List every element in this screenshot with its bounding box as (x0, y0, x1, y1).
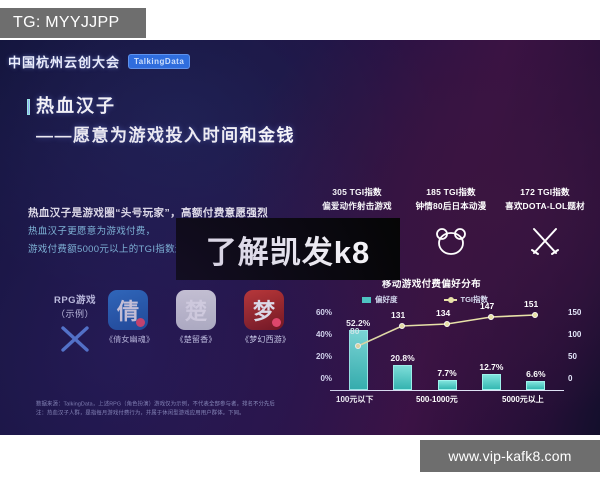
tgi-stat-card-2: 185 TGI指数 钟情80后日本动漫 (404, 186, 498, 258)
body-sub-text-2: 游戏付费额5000元以上的TGI指数达到151. (28, 244, 215, 255)
bar[interactable] (348, 330, 368, 390)
tgi-stat-desc: 钟情80后日本动漫 (415, 201, 487, 211)
title-accent-bar (27, 99, 30, 115)
body-paragraph-block: 热血汉子是游戏圈“头号玩家”，高额付费意愿强烈 热血汉子更愿意为游戏付费， 游戏… (28, 206, 318, 257)
bar-value-label: 6.6% (526, 369, 546, 379)
bar-column[interactable]: 52.2% (336, 312, 380, 390)
bar-value-label: 52.2% (346, 318, 371, 328)
title-line-2: ——愿意为游戏投入时间和金钱 (36, 126, 295, 145)
presentation-slide: 中国杭州云创大会 TalkingData 热血汉子 ——愿意为游戏投入时间和金钱… (0, 40, 600, 435)
legend-label: TGI指数 (460, 295, 489, 304)
legend-label: 偏好度 (375, 295, 398, 304)
bar-value-label: 20.8% (390, 353, 415, 363)
chart-bars: 52.2% 20.8% 7.7% 12.7% 6.6% (336, 312, 558, 390)
x-tick-label: 5000元以上 (502, 395, 544, 404)
bar-value-label: 12.7% (479, 362, 504, 372)
x-tick-label: 500-1000元 (416, 395, 458, 404)
talkingdata-logo-badge: TalkingData (128, 54, 191, 69)
slide-title-block: 热血汉子 ——愿意为游戏投入时间和金钱 (27, 96, 295, 146)
x-tick-label: 100元以下 (336, 395, 374, 404)
app-icon-qiannv[interactable]: 倩 (108, 290, 148, 330)
y2-tick: 150 (568, 308, 582, 317)
bar-column[interactable]: 6.6% (514, 312, 558, 390)
y2-tick: 50 (568, 352, 577, 361)
center-watermark: 了解凯发k8 (176, 218, 400, 280)
app-name: 《楚留香》 (175, 335, 217, 344)
app-name: 《梦幻西游》 (241, 335, 291, 344)
tgi-stat-value: 305 TGI指数 (332, 187, 382, 197)
app-name: 《倩女幽魂》 (105, 335, 155, 344)
app-badge-dot (272, 318, 281, 327)
y-tick: 20% (315, 352, 332, 361)
footnote-line-1: 数据来源：TalkingData，上述RPG（角色扮演）游戏仅为示例，不代表全部… (36, 401, 275, 408)
app-icon-chuliuxiang[interactable]: 楚 (176, 290, 216, 330)
chart-tgi-line (354, 312, 538, 350)
chart-y-axis-right: 0 50 100 150 (562, 306, 594, 390)
tgi-stat-value: 185 TGI指数 (426, 187, 476, 197)
list-item[interactable]: 楚 《楚留香》 (173, 290, 219, 345)
chart-y-axis-left: 0% 20% 40% 60% (300, 306, 334, 390)
slide-header: 中国杭州云创大会 TalkingData (8, 52, 191, 71)
bottom-watermark: www.vip-kafk8.com (420, 440, 600, 472)
tg-tag-overlay: TG: MYYJJPP (0, 8, 146, 38)
y2-tick: 100 (568, 330, 582, 339)
bar[interactable] (393, 365, 413, 390)
bar-column[interactable]: 7.7% (425, 312, 469, 390)
bar-value-label: 7.7% (437, 368, 457, 378)
tgi-stat-value: 172 TGI指数 (520, 187, 570, 197)
tgi-point-label: 151 (524, 299, 539, 309)
crossed-swords-icon (498, 224, 592, 258)
conference-title: 中国杭州云创大会 (8, 55, 121, 70)
title-line-1: 热血汉子 (36, 96, 116, 116)
chart-legend: 偏好度 TGI指数 (362, 294, 488, 305)
tgi-point-label: 131 (391, 310, 406, 320)
app-icon-menghuan[interactable]: 梦 (244, 290, 284, 330)
tgi-stat-desc: 喜欢DOTA-LOL题材 (505, 201, 585, 211)
rpg-example-block: RPG游戏 （示例） (40, 292, 110, 359)
list-item[interactable]: 倩 《倩女幽魂》 (105, 290, 155, 345)
bear-head-icon (404, 224, 498, 258)
y-tick: 0% (320, 374, 332, 383)
bar-column[interactable]: 12.7% (469, 312, 513, 390)
app-icon-glyph: 楚 (184, 299, 207, 324)
y-tick: 60% (315, 308, 332, 317)
chart-title: 移动游戏付费偏好分布 (382, 279, 482, 290)
y-tick: 40% (315, 330, 332, 339)
app-icon-glyph: 梦 (252, 299, 275, 324)
footnote-line-2: 注：热血汉子人群，是指每月游戏付费行为，并属于休闲型游戏应用用户群体。下同。 (36, 410, 245, 417)
tgi-stat-card-3: 172 TGI指数 喜欢DOTA-LOL题材 (498, 186, 592, 258)
tgi-point-label: 80 (350, 326, 360, 336)
rpg-label-line-1: RPG游戏 (53, 295, 97, 306)
crossed-swords-icon (40, 324, 110, 359)
center-watermark-text: 了解凯发k8 (205, 234, 371, 270)
rpg-label-line-2: （示例） (55, 309, 94, 319)
tgi-point-label: 134 (436, 308, 451, 318)
bottom-watermark-text: www.vip-kafk8.com (448, 448, 572, 464)
list-item[interactable]: 梦 《梦幻西游》 (241, 290, 291, 345)
tgi-point-label: 147 (480, 301, 495, 311)
legend-swatch-bar (362, 296, 371, 303)
chart-x-axis-line (330, 390, 564, 391)
body-sub-text-1: 热血汉子更愿意为游戏付费， (28, 226, 156, 237)
bar[interactable] (437, 380, 457, 390)
bar-column[interactable]: 20.8% (380, 312, 424, 390)
bar[interactable] (526, 381, 546, 390)
app-badge-dot (136, 318, 145, 327)
legend-swatch-line (443, 296, 457, 303)
tg-tag-text: TG: MYYJJPP (13, 14, 120, 31)
body-main-text: 热血汉子是游戏圈“头号玩家”，高额付费意愿强烈 (28, 207, 269, 219)
footnote-block: 数据来源：TalkingData，上述RPG（角色扮演）游戏仅为示例，不代表全部… (36, 400, 326, 418)
bar[interactable] (481, 374, 501, 390)
app-icon-list: 倩 《倩女幽魂》 楚 《楚留香》 梦 《梦幻西游》 (105, 290, 291, 345)
legend-item-bar: 偏好度 (362, 294, 398, 305)
tgi-stat-desc: 偏爱动作射击游戏 (322, 201, 392, 211)
legend-item-line: TGI指数 (443, 294, 489, 305)
payment-preference-chart: 移动游戏付费偏好分布 偏好度 TGI指数 0% 20% 40% 60% 0 (300, 276, 600, 416)
app-icon-glyph: 倩 (116, 299, 139, 324)
y2-tick: 0 (568, 374, 573, 383)
